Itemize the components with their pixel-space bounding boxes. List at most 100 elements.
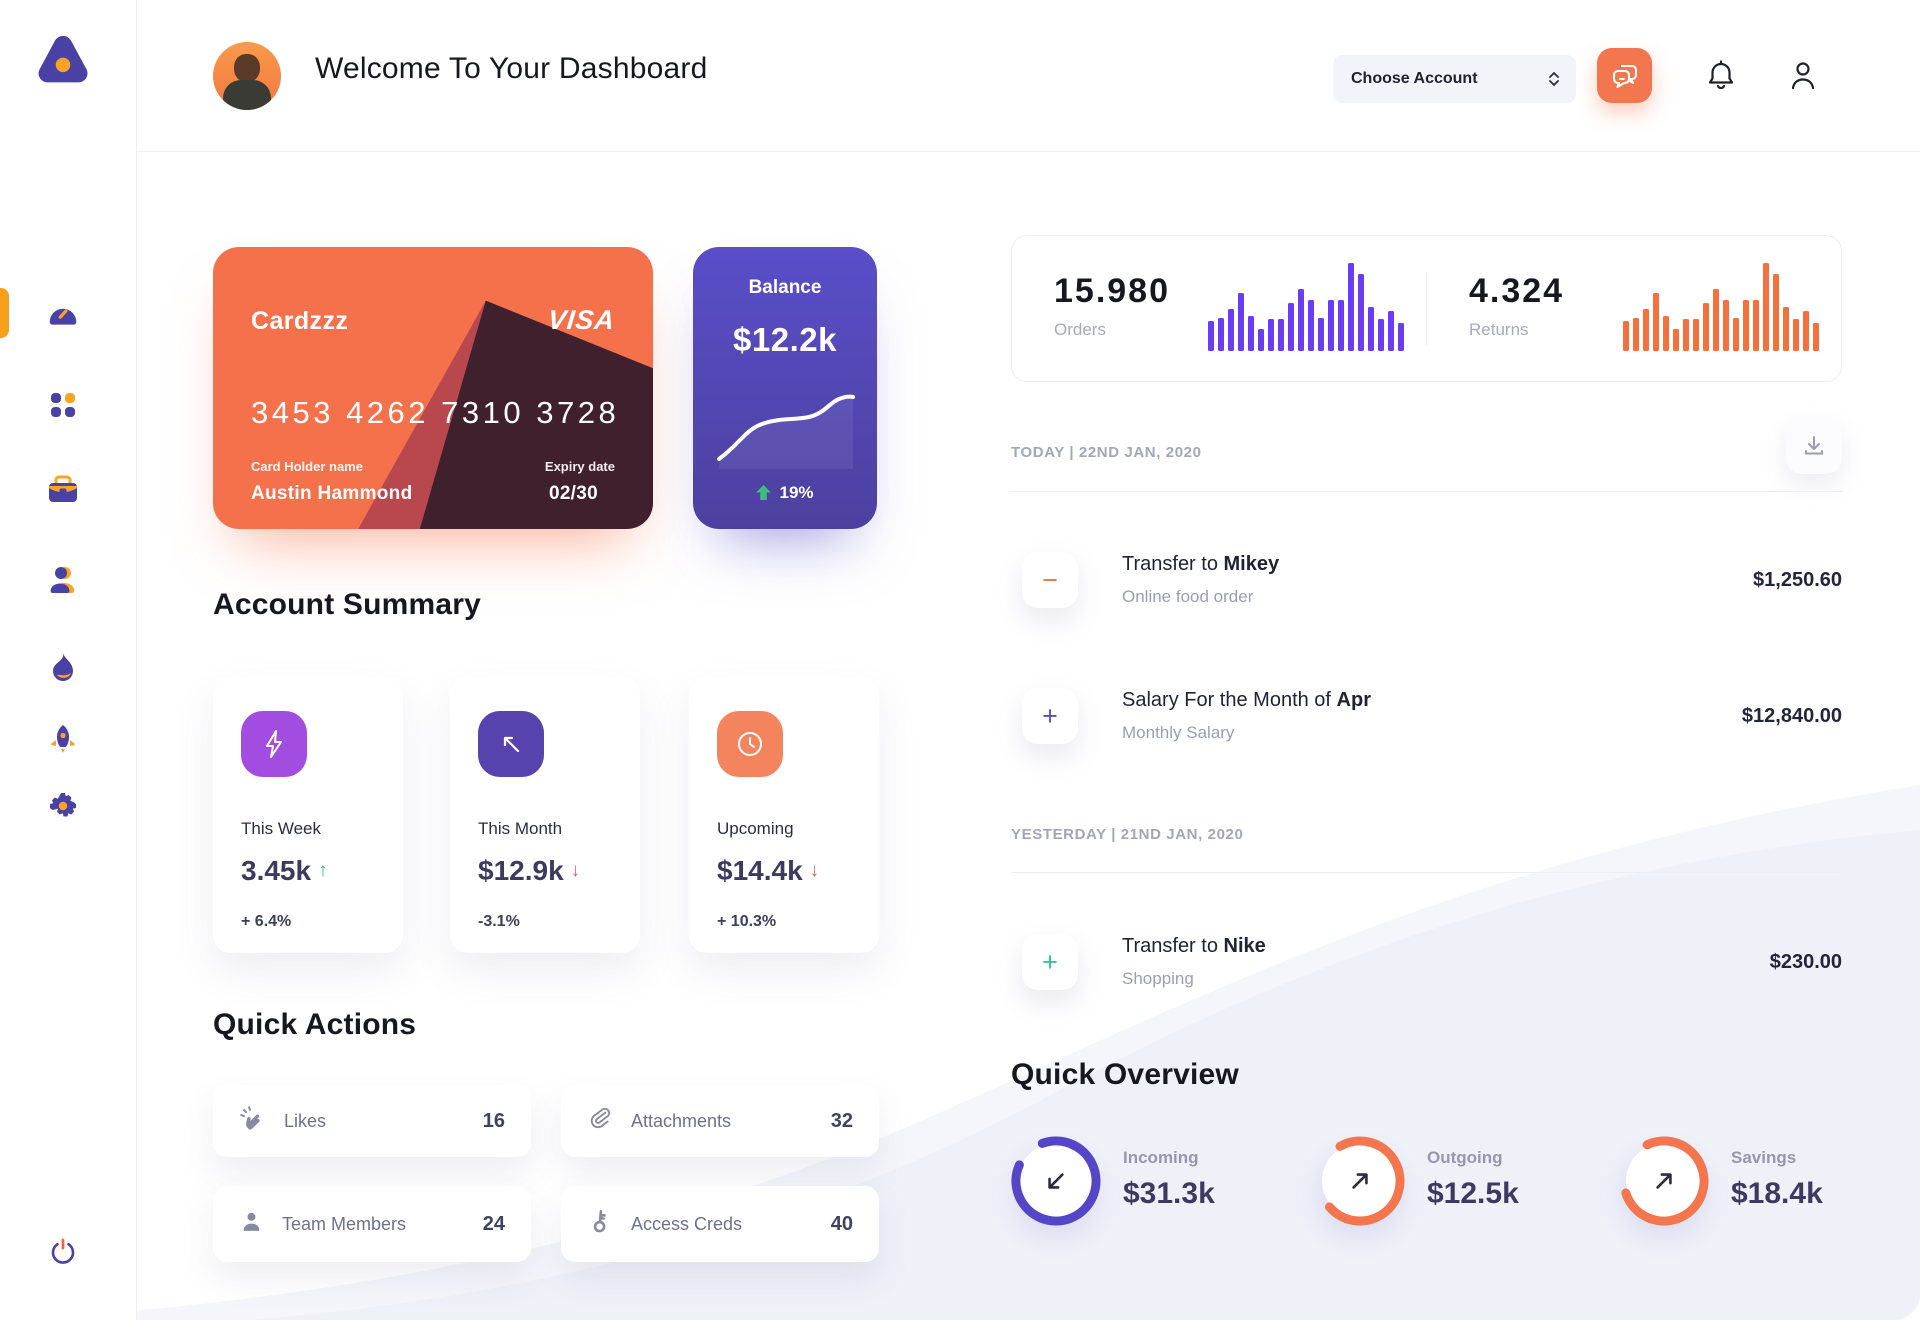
divider	[1011, 491, 1842, 492]
quick-action-team-members[interactable]: Team Members 24	[213, 1186, 531, 1262]
rocket-icon	[48, 723, 78, 760]
mini-bar	[1258, 329, 1264, 351]
divider	[1011, 872, 1842, 873]
arrow-up-right-icon	[1619, 1136, 1709, 1226]
transaction-text: Transfer to Mikey Online food order	[1122, 553, 1279, 607]
mini-bar	[1783, 307, 1789, 351]
mini-bar	[1368, 307, 1374, 351]
balance-card[interactable]: Balance $12.2k 19%	[693, 247, 877, 529]
mini-bar	[1238, 293, 1244, 351]
briefcase-icon	[47, 475, 79, 510]
sidebar-item-dashboard[interactable]	[41, 294, 85, 338]
summary-value: 3.45k ↑	[241, 855, 328, 886]
mini-bar	[1208, 321, 1214, 351]
chat-button[interactable]	[1597, 48, 1652, 103]
credit-card[interactable]: Cardzzz VISA 3453 4262 7310 3728 Card Ho…	[213, 247, 653, 529]
transaction-title: Transfer to Mikey	[1122, 553, 1280, 575]
mini-bar	[1723, 300, 1729, 351]
card-holder-name: Austin Hammond	[251, 483, 413, 504]
returns-value: 4.324	[1469, 272, 1565, 310]
mini-bar	[1328, 300, 1334, 351]
sidebar-item-apps[interactable]	[41, 385, 85, 429]
mini-bar	[1378, 319, 1384, 351]
orders-label: Orders	[1054, 320, 1106, 339]
mini-bar	[1248, 316, 1254, 351]
plus-icon: +	[1022, 934, 1078, 990]
profile-button[interactable]	[1785, 58, 1821, 94]
power-icon	[48, 1237, 78, 1272]
summary-label: This Week	[241, 819, 321, 838]
mini-bar	[1793, 319, 1799, 351]
summary-card-upcoming[interactable]: Upcoming $14.4k ↓ + 10.3%	[689, 677, 879, 953]
quick-action-count: 40	[830, 1212, 853, 1235]
mini-bar	[1308, 300, 1314, 351]
mini-bar	[1763, 263, 1769, 351]
grid-icon	[48, 390, 78, 425]
download-button[interactable]	[1786, 418, 1842, 474]
orders-stat: 15.980 Orders	[1012, 236, 1426, 381]
overview-label: Incoming	[1123, 1148, 1199, 1167]
mini-bar	[1713, 289, 1719, 351]
overview-texts: Incoming $31.3k	[1123, 1136, 1215, 1226]
user-avatar[interactable]	[213, 42, 281, 110]
sidebar-item-users[interactable]	[41, 560, 85, 604]
summary-card-this-week[interactable]: This Week 3.45k ↑ + 6.4%	[213, 677, 403, 953]
returns-bar-chart	[1623, 261, 1819, 351]
visa-logo: VISA	[546, 305, 617, 335]
arrow-up-left-icon	[478, 711, 544, 777]
paperclip-icon	[587, 1106, 613, 1137]
orders-bar-chart	[1208, 261, 1404, 351]
mini-bar	[1643, 309, 1649, 351]
overview-value: $18.4k	[1731, 1177, 1823, 1210]
page-title: Welcome To Your Dashboard	[315, 52, 708, 85]
card-name: Cardzzz	[251, 307, 349, 335]
quick-action-likes[interactable]: Likes 16	[213, 1085, 531, 1157]
mini-bar	[1348, 263, 1354, 351]
notifications-button[interactable]	[1703, 58, 1739, 94]
sidebar-item-logout[interactable]	[41, 1232, 85, 1276]
mini-bar	[1693, 319, 1699, 351]
sidebar-item-trending[interactable]	[41, 647, 85, 691]
orders-returns-panel: 15.980 Orders 4.324 Returns	[1011, 235, 1842, 382]
quick-action-label: Likes	[284, 1110, 327, 1131]
transaction-row-mikey[interactable]: − Transfer to Mikey Online food order $1…	[1011, 535, 1842, 625]
overview-label: Savings	[1731, 1148, 1797, 1167]
sidebar-item-boost[interactable]	[41, 719, 85, 763]
transaction-row-salary[interactable]: + Salary For the Month of Apr Monthly Sa…	[1011, 671, 1842, 761]
summary-value: $14.4k ↓	[717, 855, 820, 886]
avatar-figure	[234, 54, 260, 82]
quick-action-label: Access Creds	[631, 1213, 743, 1234]
mini-bar	[1218, 318, 1224, 351]
quick-action-count: 32	[830, 1109, 853, 1132]
mini-bar	[1673, 329, 1679, 351]
mini-bar	[1338, 300, 1344, 351]
balance-trend: 19%	[693, 483, 877, 503]
down-arrow: ↓	[809, 860, 820, 881]
overview-outgoing: Outgoing $12.5k	[1315, 1136, 1519, 1226]
quick-action-count: 16	[482, 1109, 505, 1132]
account-select[interactable]: Choose Account	[1333, 55, 1576, 103]
summary-value: $12.9k ↓	[478, 855, 581, 886]
sidebar-item-work[interactable]	[41, 470, 85, 514]
summary-delta: + 10.3%	[717, 913, 777, 930]
header: Welcome To Your Dashboard Choose Account	[137, 0, 1920, 152]
clap-icon	[239, 1105, 266, 1137]
returns-label: Returns	[1469, 320, 1529, 339]
expiry-date: 02/30	[548, 483, 598, 504]
bell-icon	[1708, 60, 1734, 90]
quick-action-attachments[interactable]: Attachments 32	[561, 1085, 879, 1157]
sidebar-item-settings[interactable]	[41, 786, 85, 830]
quick-action-access-creds[interactable]: Access Creds 40	[561, 1186, 879, 1262]
up-arrow: ↑	[318, 860, 328, 881]
transaction-row-nike[interactable]: + Transfer to Nike Shopping $230.00	[1011, 917, 1842, 1007]
mini-bar	[1663, 316, 1669, 351]
mini-bar	[1803, 311, 1809, 351]
balance-value: $12.2k	[733, 321, 837, 358]
active-nav-indicator	[0, 288, 9, 338]
person-icon	[48, 565, 78, 600]
card-number: 3453 4262 7310 3728	[251, 395, 620, 430]
app-logo[interactable]	[30, 30, 96, 92]
summary-card-this-month[interactable]: This Month $12.9k ↓ -3.1%	[450, 677, 640, 953]
transaction-title: Transfer to Nike	[1122, 935, 1266, 957]
